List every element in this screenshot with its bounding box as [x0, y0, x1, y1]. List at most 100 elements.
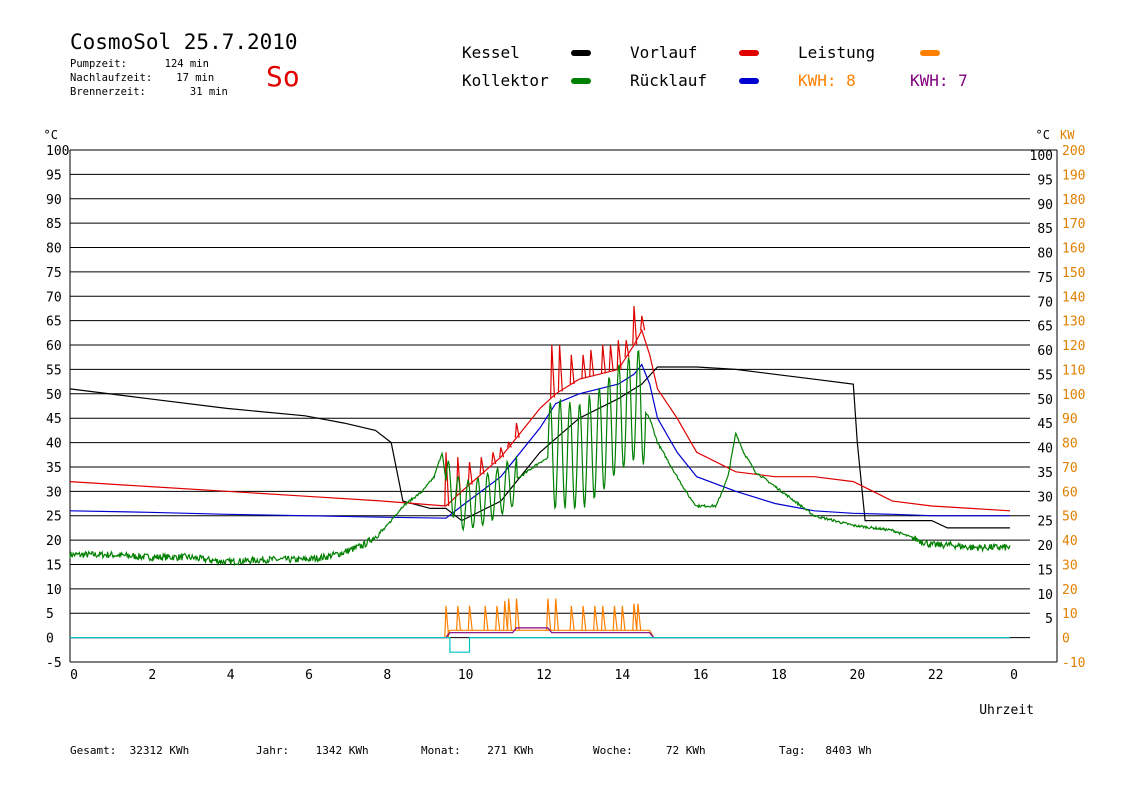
y2-tick-label: 90: [1062, 412, 1078, 427]
y-tick-label-left: 90: [46, 193, 62, 208]
y-tick-label-right: 55: [1037, 368, 1053, 383]
x-tick-label: 8: [383, 668, 391, 683]
info-label: Nachlaufzeit:: [70, 72, 153, 84]
x-tick-label: 16: [693, 668, 709, 683]
series-spike: [593, 605, 599, 631]
x-tick-label: 4: [227, 668, 235, 683]
series-spike: [553, 598, 559, 631]
y-tick-label-right: 10: [1037, 588, 1053, 603]
y-tick-label-right: 45: [1037, 417, 1053, 432]
x-axis-label: Uhrzeit: [979, 703, 1034, 718]
series-line-leistung: [70, 629, 1010, 639]
x-tick-label: 20: [850, 668, 866, 683]
series-line-vorlauf: [69, 328, 1011, 512]
y2-tick-label: 160: [1062, 242, 1085, 257]
series-spike: [557, 344, 563, 392]
y2-tick-label: 200: [1062, 144, 1085, 159]
series-spike: [608, 344, 614, 372]
info-pumpzeit: Pumpzeit: 124 min: [70, 58, 209, 70]
series-spike: [624, 340, 630, 358]
series-spike: [503, 600, 509, 631]
y-tick-label-right: 60: [1037, 344, 1053, 359]
y-tick-label-left: 100: [46, 144, 69, 159]
y-tick-label-right: 5: [1045, 612, 1053, 627]
y-tick-label-right: 40: [1037, 442, 1053, 457]
y-tick-label-left: 55: [46, 363, 62, 378]
footer-value: 72 KWh: [665, 744, 706, 757]
legend-vorlauf-label: Vorlauf: [630, 43, 698, 62]
y2-tick-label: 140: [1062, 290, 1085, 305]
series-spike: [467, 605, 473, 631]
legend-kollektor-swatch: [571, 78, 591, 84]
y-tick-label-right: 90: [1037, 198, 1053, 213]
weekday-label: So: [266, 60, 300, 93]
y-tick-label-left: 85: [46, 217, 62, 232]
footer-woche: Woche: 72 KWh: [593, 744, 706, 757]
y-tick-label-left: 50: [46, 388, 62, 403]
footer-value: 32312 KWh: [129, 744, 190, 757]
y-tick-label-right: 25: [1037, 515, 1053, 530]
series-spike: [616, 340, 622, 370]
y-tick-label-right: 85: [1037, 222, 1053, 237]
y2-tick-label: 50: [1062, 510, 1078, 525]
info-label: Brennerzeit:: [70, 86, 146, 98]
series-spike: [632, 305, 638, 346]
series-spike: [546, 598, 552, 631]
y-tick-label-left: 75: [46, 266, 62, 281]
y2-tick-label: 130: [1062, 315, 1085, 330]
y-tick-label-right: 35: [1037, 466, 1053, 481]
y2-tick-label: 150: [1062, 266, 1085, 281]
series-spike: [479, 457, 485, 475]
y2-tick-label: 40: [1062, 534, 1078, 549]
y-tick-label-left: 30: [46, 485, 62, 500]
series-spike: [499, 447, 505, 458]
y2-tick-label: 110: [1062, 363, 1085, 378]
y2-tick-label: 180: [1062, 193, 1085, 208]
y-tick-label-right: 15: [1037, 563, 1053, 578]
y-tick-label-right: 70: [1037, 295, 1053, 310]
footer-jahr: Jahr: 1342 KWh: [256, 744, 369, 757]
y2-tick-label: 170: [1062, 217, 1085, 232]
y-tick-label-right: 100: [1030, 149, 1053, 164]
y-tick-label-left: 70: [46, 290, 62, 305]
footer-gesamt: Gesamt: 32312 KWh: [70, 744, 189, 757]
legend-kessel-swatch: [571, 50, 591, 56]
series-spike: [506, 598, 512, 631]
series-spike: [495, 605, 501, 631]
series-spike: [483, 605, 489, 631]
y2-tick-label: 10: [1062, 607, 1078, 622]
y2-unit-label: KW: [1060, 128, 1075, 142]
x-tick-label: 12: [536, 668, 552, 683]
y2-tick-label: -10: [1062, 656, 1085, 671]
series-spike: [550, 344, 556, 398]
y2-tick-label: 100: [1062, 388, 1085, 403]
series-line-kwh-7: [70, 627, 1010, 639]
series-spike: [514, 422, 520, 438]
footer-label: Tag:: [779, 744, 806, 757]
y-tick-label-left: 60: [46, 339, 62, 354]
legend-ruecklauf-label: Rücklauf: [630, 71, 708, 90]
series-spike: [620, 605, 626, 631]
series-spike: [444, 605, 450, 638]
series-line-kollektor: [69, 349, 1011, 567]
series-spike: [640, 315, 646, 331]
y-tick-label-right: 95: [1037, 173, 1053, 188]
legend-ruecklauf-swatch: [739, 78, 759, 84]
y-tick-label-right: 65: [1037, 320, 1053, 335]
series-spike: [581, 605, 587, 631]
series-spike: [612, 605, 618, 631]
y2-tick-label: 120: [1062, 339, 1085, 354]
footer-value: 271 KWh: [487, 744, 534, 757]
chart-title: CosmoSol 25.7.2010: [70, 30, 298, 54]
x-tick-label: 0: [70, 668, 78, 683]
y-tick-label-left: 40: [46, 437, 62, 452]
x-tick-label: 22: [928, 668, 944, 683]
series-spike: [581, 354, 587, 379]
y-tick-label-left: 95: [46, 168, 62, 183]
y-tick-label-left: 80: [46, 242, 62, 257]
series-spike: [632, 603, 638, 631]
y2-tick-label: 190: [1062, 168, 1085, 183]
legend-kwh-purple: KWH: 7: [910, 71, 968, 90]
info-brennerzeit: Brennerzeit: 31 min: [70, 86, 228, 98]
series-line-baseline: [70, 637, 1010, 653]
